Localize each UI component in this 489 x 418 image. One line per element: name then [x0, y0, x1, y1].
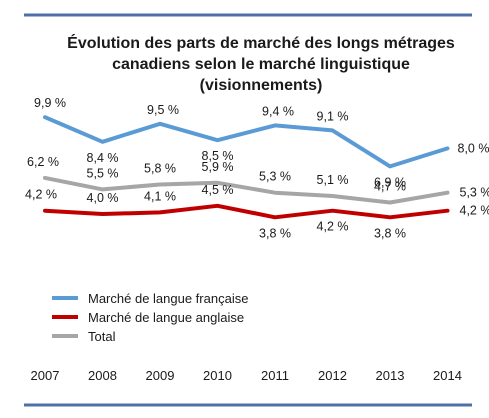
data-label-total-2012: 5,1 %: [317, 173, 349, 187]
x-tick-2012: 2012: [318, 368, 347, 383]
data-label-french-2007: 9,9 %: [34, 96, 66, 110]
legend-label-french: Marché de langue française: [88, 291, 248, 306]
legend: Marché de langue française Marché de lan…: [52, 291, 248, 344]
data-label-english-2014: 4,2 %: [460, 204, 489, 218]
data-label-french-2014: 8,0 %: [458, 141, 489, 155]
chart-title-line-3: (visionnements): [200, 77, 323, 94]
data-label-french-2008: 8,4 %: [87, 151, 119, 165]
data-label-total-2010: 5,9 %: [202, 160, 234, 174]
data-label-english-2011: 3,8 %: [259, 226, 291, 240]
data-label-english-2012: 4,2 %: [317, 220, 349, 234]
chart-title-line-2: canadiens selon le marché linguistique: [112, 56, 410, 73]
x-tick-2014: 2014: [433, 368, 462, 383]
data-label-total-2013: 4,7 %: [374, 180, 406, 194]
x-axis-ticks: 2007 2008 2009 2010 2011 2012 2013 2014: [31, 368, 462, 383]
legend-label-total: Total: [88, 329, 116, 344]
data-label-total-2009: 5,8 %: [144, 162, 176, 176]
data-label-french-2012: 9,1 %: [317, 109, 349, 123]
series-line-english: [43, 203, 450, 220]
x-tick-2009: 2009: [146, 368, 175, 383]
x-tick-2010: 2010: [203, 368, 232, 383]
data-labels: 9,9 % 8,4 % 9,5 % 8,5 % 9,4 % 9,1 % 6,9 % 8,0 %…: [25, 96, 489, 240]
data-label-english-2007: 4,2 %: [25, 188, 57, 202]
data-label-french-2011: 9,4 %: [262, 104, 294, 118]
series-layer: [43, 115, 450, 220]
series-line-french: [43, 115, 450, 169]
data-label-total-2014: 5,3 %: [460, 186, 489, 200]
data-label-french-2010: 8,5 %: [202, 149, 234, 163]
data-label-english-2008: 4,0 %: [87, 191, 119, 205]
x-tick-2008: 2008: [88, 368, 117, 383]
x-tick-2011: 2011: [261, 368, 289, 383]
data-label-english-2009: 4,1 %: [144, 189, 176, 203]
legend-label-english: Marché de langue anglaise: [88, 310, 244, 325]
data-label-french-2013: 6,9 %: [374, 175, 406, 189]
chart-title-line-1: Évolution des parts de marché des longs …: [67, 33, 455, 52]
data-label-total-2007: 6,2 %: [27, 155, 59, 169]
data-label-total-2008: 5,5 %: [87, 166, 119, 180]
x-tick-2013: 2013: [376, 368, 405, 383]
data-label-french-2009: 9,5 %: [147, 103, 179, 117]
series-line-total: [43, 175, 450, 205]
x-tick-2007: 2007: [31, 368, 60, 383]
data-label-english-2010: 4,5 %: [202, 183, 234, 197]
data-label-total-2011: 5,3 %: [259, 170, 291, 184]
data-label-english-2013: 3,8 %: [374, 226, 406, 240]
